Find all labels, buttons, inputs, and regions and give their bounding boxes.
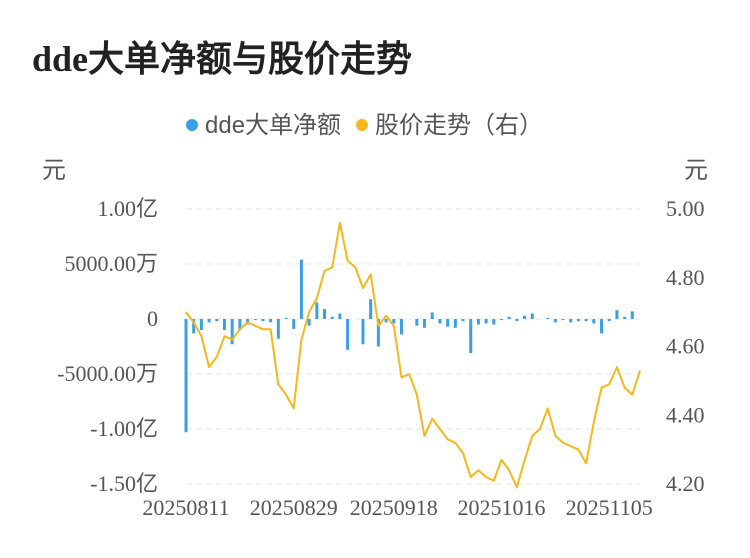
bar[interactable] bbox=[376, 319, 380, 347]
bar[interactable] bbox=[484, 319, 488, 324]
bar[interactable] bbox=[492, 319, 496, 325]
bar[interactable] bbox=[399, 319, 403, 335]
bar[interactable] bbox=[592, 319, 596, 324]
right-axis-ticks: 5.00 4.80 4.60 4.40 4.20 bbox=[666, 196, 705, 496]
bar[interactable] bbox=[515, 319, 519, 322]
bar[interactable] bbox=[330, 316, 334, 319]
left-tick-label: -1.50亿 bbox=[90, 471, 158, 496]
bar-series bbox=[184, 259, 634, 433]
bar[interactable] bbox=[230, 319, 234, 345]
bar[interactable] bbox=[384, 319, 388, 323]
price-line[interactable] bbox=[185, 221, 641, 489]
bar[interactable] bbox=[453, 319, 457, 328]
bar[interactable] bbox=[315, 302, 319, 320]
bar[interactable] bbox=[561, 319, 565, 321]
grid-lines bbox=[186, 208, 640, 485]
x-tick-label: 20251016 bbox=[457, 495, 545, 520]
bar[interactable] bbox=[238, 319, 242, 330]
bar[interactable] bbox=[299, 259, 303, 319]
left-tick-label: -5000.00万 bbox=[57, 361, 158, 386]
legend-marker-price[interactable] bbox=[356, 119, 368, 131]
right-tick-label: 4.40 bbox=[666, 402, 705, 427]
bar[interactable] bbox=[276, 319, 280, 339]
bar[interactable] bbox=[630, 311, 634, 319]
left-axis-ticks: 1.00亿 5000.00万 0 -5000.00万 -1.00亿 -1.50亿 bbox=[57, 196, 158, 496]
left-tick-label: -1.00亿 bbox=[90, 416, 158, 441]
bar[interactable] bbox=[615, 310, 619, 319]
bar[interactable] bbox=[369, 299, 373, 319]
x-axis-ticks: 20250811 20250829 20250918 20251016 20251105 bbox=[142, 495, 652, 520]
legend: dde大单净额 股价走势（右） bbox=[186, 112, 543, 139]
bar[interactable] bbox=[338, 313, 342, 320]
x-tick-label: 20250811 bbox=[142, 495, 229, 520]
bar[interactable] bbox=[469, 319, 473, 354]
bar[interactable] bbox=[584, 319, 588, 322]
bar[interactable] bbox=[446, 319, 450, 327]
bar[interactable] bbox=[530, 313, 534, 320]
bar[interactable] bbox=[507, 316, 511, 319]
bar[interactable] bbox=[346, 319, 350, 350]
bar[interactable] bbox=[284, 317, 288, 319]
bar[interactable] bbox=[222, 319, 226, 330]
bar[interactable] bbox=[499, 319, 503, 321]
right-tick-label: 4.80 bbox=[666, 265, 705, 290]
x-tick-label: 20250918 bbox=[350, 495, 438, 520]
bar[interactable] bbox=[307, 319, 311, 326]
bar[interactable] bbox=[607, 319, 611, 322]
bar[interactable] bbox=[415, 319, 419, 326]
bar[interactable] bbox=[553, 319, 557, 323]
x-tick-label: 20250829 bbox=[250, 495, 338, 520]
legend-label-dde[interactable]: dde大单净额 bbox=[205, 112, 341, 139]
legend-label-price[interactable]: 股价走势（右） bbox=[375, 112, 543, 139]
bar[interactable] bbox=[423, 319, 427, 328]
right-tick-label: 4.20 bbox=[666, 471, 705, 496]
bar[interactable] bbox=[269, 319, 273, 323]
x-tick-label: 20251105 bbox=[566, 495, 653, 520]
bar[interactable] bbox=[392, 319, 396, 324]
left-tick-label: 0 bbox=[147, 306, 158, 331]
bar[interactable] bbox=[523, 315, 527, 319]
bar[interactable] bbox=[323, 309, 327, 319]
bar[interactable] bbox=[546, 317, 550, 319]
bar[interactable] bbox=[215, 319, 219, 322]
legend-marker-dde[interactable] bbox=[186, 119, 198, 131]
bar[interactable] bbox=[600, 319, 604, 334]
bar[interactable] bbox=[253, 319, 257, 321]
bar[interactable] bbox=[576, 319, 580, 322]
bar[interactable] bbox=[438, 319, 442, 324]
right-axis-unit: 元 bbox=[684, 157, 708, 184]
bar[interactable] bbox=[184, 319, 188, 433]
right-tick-label: 4.60 bbox=[666, 334, 705, 359]
line-series bbox=[185, 221, 641, 489]
bar[interactable] bbox=[476, 319, 480, 325]
bar[interactable] bbox=[569, 319, 573, 323]
bar[interactable] bbox=[261, 319, 265, 322]
chart-title: dde大单净额与股价走势 bbox=[32, 39, 413, 79]
bar[interactable] bbox=[199, 319, 203, 330]
bar[interactable] bbox=[292, 319, 296, 329]
left-axis-unit: 元 bbox=[42, 157, 66, 184]
right-tick-label: 5.00 bbox=[666, 196, 705, 221]
bar[interactable] bbox=[461, 319, 465, 322]
left-tick-label: 5000.00万 bbox=[64, 251, 158, 276]
bar[interactable] bbox=[430, 312, 434, 319]
bar[interactable] bbox=[192, 319, 196, 334]
bar[interactable] bbox=[623, 316, 627, 319]
left-tick-label: 1.00亿 bbox=[97, 196, 158, 221]
bar[interactable] bbox=[361, 319, 365, 345]
bar[interactable] bbox=[207, 319, 211, 323]
